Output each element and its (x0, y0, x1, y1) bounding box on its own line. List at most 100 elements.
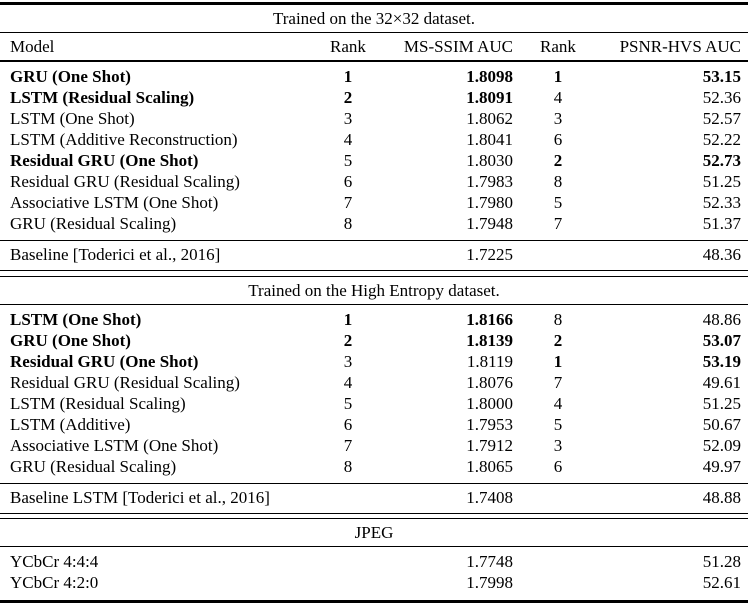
section-title-32x32: Trained on the 32×32 dataset. (272, 9, 476, 28)
psnrhvs-auc-cell: 51.28 (702, 552, 741, 571)
section-title-high-entropy: Trained on the High Entropy dataset. (248, 280, 500, 300)
psnrhvs-auc-cell: 52.09 (702, 435, 741, 455)
rank-psnrhvs-cell: 7 (553, 372, 563, 392)
psnrhvs-auc-cell: 48.86 (702, 309, 741, 329)
model-cell: GRU (Residual Scaling) (10, 214, 177, 233)
column-header-row: Model Rank MS-SSIM AUC Rank PSNR-HVS AUC (0, 33, 748, 60)
msssim-auc-cell: 1.7748 (466, 552, 513, 571)
rank-msssim-cell: 7 (343, 193, 353, 212)
rank-msssim-cell: 4 (343, 130, 353, 149)
rank-psnrhvs-cell: 4 (553, 393, 563, 413)
psnrhvs-auc-cell: 52.61 (702, 573, 741, 592)
psnrhvs-auc-cell: 53.07 (702, 330, 741, 350)
psnrhvs-auc-cell: 52.22 (702, 130, 741, 149)
msssim-auc-cell: 1.7225 (466, 245, 513, 264)
table-row: LSTM (Additive) 6 1.7953 5 50.67 (0, 414, 748, 435)
model-cell: Residual GRU (One Shot) (10, 351, 199, 371)
rank-msssim-cell: 6 (343, 414, 353, 434)
column-header-psnrhvs-auc: PSNR-HVS AUC (619, 37, 741, 56)
table-row: Associative LSTM (One Shot) 7 1.7980 5 5… (0, 192, 748, 213)
msssim-auc-cell: 1.8119 (466, 351, 513, 371)
rank-psnrhvs-cell: 3 (553, 435, 563, 455)
psnrhvs-auc-cell: 51.25 (702, 172, 741, 191)
msssim-auc-cell: 1.8091 (466, 88, 513, 107)
msssim-auc-cell: 1.8030 (466, 151, 513, 170)
rank-psnrhvs-cell: 1 (553, 351, 563, 371)
psnrhvs-auc-cell: 52.33 (702, 193, 741, 212)
msssim-auc-cell: 1.7983 (466, 172, 513, 191)
rank-psnrhvs-cell: 3 (553, 109, 563, 128)
model-cell: YCbCr 4:4:4 (10, 552, 99, 571)
section-high-entropy-rows: LSTM (One Shot) 1 1.8166 8 48.86 GRU (On… (0, 305, 748, 483)
msssim-auc-cell: 1.8000 (466, 393, 513, 413)
section-separator (0, 512, 748, 519)
rank-msssim-cell: 2 (343, 88, 353, 107)
rank-msssim-cell (320, 244, 376, 265)
model-cell: Associative LSTM (One Shot) (10, 435, 219, 455)
table-row: YCbCr 4:2:0 1.7998 52.61 (0, 572, 748, 593)
rank-psnrhvs-cell: 2 (553, 330, 563, 350)
msssim-auc-cell: 1.7408 (466, 487, 513, 507)
rank-msssim-cell: 8 (343, 214, 353, 233)
rank-psnrhvs-cell: 2 (553, 151, 563, 170)
msssim-auc-cell: 1.8098 (466, 67, 513, 86)
rank-msssim-cell: 1 (343, 67, 353, 86)
section-title-jpeg: JPEG (354, 523, 394, 542)
psnrhvs-auc-cell: 50.67 (702, 414, 741, 434)
rank-psnrhvs-cell: 8 (553, 172, 563, 191)
divider (0, 546, 748, 547)
divider (0, 60, 748, 62)
psnrhvs-auc-cell: 48.88 (702, 487, 741, 507)
model-cell: GRU (One Shot) (10, 67, 131, 86)
model-cell: Baseline [Toderici et al., 2016] (10, 245, 221, 264)
section-jpeg-rows: YCbCr 4:4:4 1.7748 51.28 YCbCr 4:2:0 1.7… (0, 547, 748, 600)
rank-psnrhvs-cell (519, 572, 597, 593)
divider (0, 32, 748, 33)
msssim-auc-cell: 1.7912 (466, 435, 513, 455)
model-cell: LSTM (Additive) (10, 414, 131, 434)
msssim-auc-cell: 1.8166 (466, 309, 513, 329)
rank-msssim-cell: 2 (343, 330, 353, 350)
table-row: GRU (Residual Scaling) 8 1.8065 6 49.97 (0, 456, 748, 477)
column-header-rank-psnrhvs: Rank (540, 37, 576, 56)
rank-msssim-cell (320, 551, 376, 572)
table-row: Residual GRU (One Shot) 3 1.8119 1 53.19 (0, 351, 748, 372)
column-header-model: Model (10, 37, 55, 56)
rank-msssim-cell: 3 (343, 109, 353, 128)
psnrhvs-auc-cell: 52.57 (702, 109, 741, 128)
rank-psnrhvs-cell: 1 (553, 67, 563, 86)
msssim-auc-cell: 1.8139 (466, 330, 513, 350)
rank-psnrhvs-cell (519, 551, 597, 572)
model-cell: Baseline LSTM [Toderici et al., 2016] (10, 487, 270, 507)
rank-msssim-cell (320, 572, 376, 593)
table-row: Associative LSTM (One Shot) 7 1.7912 3 5… (0, 435, 748, 456)
table-row: LSTM (Residual Scaling) 2 1.8091 4 52.36 (0, 87, 748, 108)
divider (0, 482, 748, 484)
table-row: Residual GRU (Residual Scaling) 6 1.7983… (0, 171, 748, 192)
table-row: Residual GRU (Residual Scaling) 4 1.8076… (0, 372, 748, 393)
top-rule (0, 2, 748, 5)
msssim-auc-cell: 1.7980 (466, 193, 513, 212)
rank-psnrhvs-cell: 8 (553, 309, 563, 329)
table-row: LSTM (One Shot) 1 1.8166 8 48.86 (0, 309, 748, 330)
model-cell: Residual GRU (One Shot) (10, 151, 199, 170)
model-cell: Associative LSTM (One Shot) (10, 193, 219, 212)
model-cell: LSTM (Residual Scaling) (10, 88, 195, 107)
table-row: GRU (Residual Scaling) 8 1.7948 7 51.37 (0, 213, 748, 234)
model-cell: Residual GRU (Residual Scaling) (10, 172, 240, 191)
table-row: LSTM (Residual Scaling) 5 1.8000 4 51.25 (0, 393, 748, 414)
rank-msssim-cell: 6 (343, 172, 353, 191)
divider (0, 303, 748, 305)
rank-psnrhvs-cell (519, 244, 597, 265)
psnrhvs-auc-cell: 52.73 (702, 151, 741, 170)
rank-msssim-cell: 3 (343, 351, 353, 371)
model-cell: Residual GRU (Residual Scaling) (10, 372, 240, 392)
rank-msssim-cell: 8 (343, 456, 353, 476)
column-header-rank-msssim: Rank (330, 37, 366, 56)
rank-msssim-cell (320, 487, 376, 508)
msssim-auc-cell: 1.7998 (466, 573, 513, 592)
psnrhvs-auc-cell: 53.15 (702, 67, 741, 86)
msssim-auc-cell: 1.7948 (466, 214, 513, 233)
table-row: YCbCr 4:4:4 1.7748 51.28 (0, 551, 748, 572)
